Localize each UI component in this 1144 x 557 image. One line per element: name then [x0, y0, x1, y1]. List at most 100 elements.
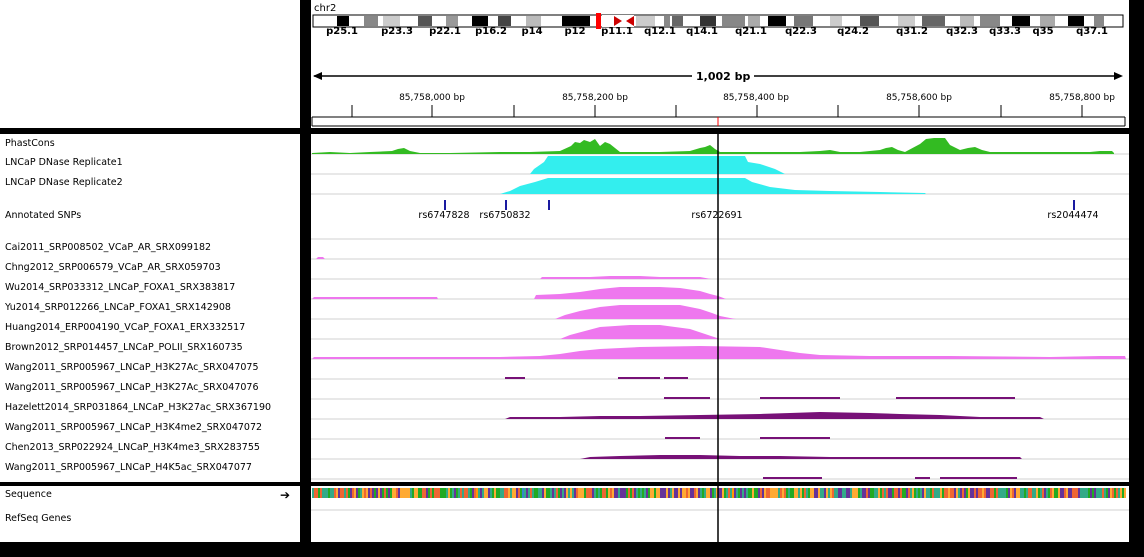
- sequence-base: [924, 488, 926, 498]
- sequence-base: [466, 488, 468, 498]
- sequence-base: [330, 488, 332, 498]
- sequence-base: [548, 488, 550, 498]
- sequence-base: [674, 488, 676, 498]
- sequence-base: [588, 488, 590, 498]
- histone-track-signal: [664, 397, 710, 399]
- sequence-base: [956, 488, 958, 498]
- sequence-base: [640, 488, 642, 498]
- sequence-base: [1058, 488, 1060, 498]
- sequence-base: [580, 488, 582, 498]
- track-label[interactable]: Yu2014_SRP012266_LNCaP_FOXA1_SRX142908: [5, 302, 231, 313]
- sequence-base: [362, 488, 364, 498]
- sequence-base: [976, 488, 978, 498]
- sequence-base: [866, 488, 868, 498]
- vertical-scrollbar[interactable]: [1129, 0, 1144, 557]
- ideogram-band: [364, 16, 378, 26]
- sequence-base: [762, 488, 764, 498]
- sequence-base: [544, 488, 546, 498]
- track-label[interactable]: Chng2012_SRP006579_VCaP_AR_SRX059703: [5, 262, 221, 273]
- sequence-base: [472, 488, 474, 498]
- sequence-base: [644, 488, 646, 498]
- sequence-base: [964, 488, 966, 498]
- track-label-dnase-rep2[interactable]: LNCaP DNase Replicate2: [5, 177, 123, 188]
- sequence-base: [886, 488, 888, 498]
- track-label-sequence[interactable]: Sequence: [5, 489, 52, 500]
- snp-label[interactable]: rs6722691: [691, 210, 743, 221]
- sequence-base: [320, 488, 322, 498]
- track-label[interactable]: Brown2012_SRP014457_LNCaP_POLII_SRX16073…: [5, 342, 243, 353]
- track-label-phastcons[interactable]: PhastCons: [5, 138, 55, 149]
- sequence-base: [340, 488, 342, 498]
- ruler-tick-label: 85,758,800 bp: [1049, 93, 1115, 103]
- centromere-marker: [626, 16, 634, 26]
- track-label[interactable]: Hazelett2014_SRP031864_LNCaP_H3K27ac_SRX…: [5, 402, 272, 413]
- track-label[interactable]: Wu2014_SRP033312_LNCaP_FOXA1_SRX383817: [5, 282, 236, 293]
- ideogram-band: [768, 16, 786, 26]
- sequence-base: [556, 488, 558, 498]
- sequence-base: [702, 488, 704, 498]
- sequence-base: [1118, 488, 1120, 498]
- sequence-base: [1124, 488, 1126, 498]
- sequence-base: [1000, 488, 1002, 498]
- centromere-marker: [614, 16, 622, 26]
- sequence-base: [892, 488, 894, 498]
- track-label[interactable]: Huang2014_ERP004190_VCaP_FOXA1_ERX332517: [5, 322, 246, 333]
- histone-track-signal: [505, 377, 525, 379]
- sequence-base: [940, 488, 942, 498]
- sequence-base: [890, 488, 892, 498]
- sequence-base: [884, 488, 886, 498]
- sequence-base: [462, 488, 464, 498]
- sequence-base: [514, 488, 516, 498]
- sequence-base: [1076, 488, 1078, 498]
- sequence-base: [706, 488, 708, 498]
- track-label[interactable]: Chen2013_SRP022924_LNCaP_H3K4me3_SRX2837…: [5, 442, 260, 453]
- sequence-base: [384, 488, 386, 498]
- sequence-base: [634, 488, 636, 498]
- sequence-base: [1038, 488, 1040, 498]
- sequence-base: [704, 488, 706, 498]
- snp-label[interactable]: rs6747828: [418, 210, 470, 221]
- strand-arrow-icon[interactable]: ➔: [280, 488, 291, 502]
- snp-label[interactable]: rs2044474: [1047, 210, 1099, 221]
- track-label[interactable]: Cai2011_SRP008502_VCaP_AR_SRX099182: [5, 242, 212, 253]
- snp-label[interactable]: rs6750832: [479, 210, 531, 221]
- sequence-base: [1122, 488, 1124, 498]
- sequence-base: [812, 488, 814, 498]
- track-label[interactable]: Wang2011_SRP005967_LNCaP_H3K27Ac_SRX0470…: [5, 382, 259, 393]
- track-label[interactable]: Wang2011_SRP005967_LNCaP_H3K4me2_SRX0470…: [5, 422, 263, 433]
- chip-track-signal: [560, 325, 720, 339]
- track-label-refseq[interactable]: RefSeq Genes: [5, 513, 72, 524]
- sequence-base: [452, 488, 454, 498]
- band-label: q31.2: [896, 26, 928, 37]
- sequence-base: [1084, 488, 1086, 498]
- span-arrow-left: [313, 72, 322, 80]
- sequence-base: [994, 488, 996, 498]
- sequence-base: [870, 488, 872, 498]
- track-label[interactable]: Wang2011_SRP005967_LNCaP_H4K5ac_SRX04707…: [5, 462, 252, 473]
- sequence-base: [402, 488, 404, 498]
- track-label[interactable]: Wang2011_SRP005967_LNCaP_H3K27Ac_SRX0470…: [5, 362, 259, 373]
- sequence-base: [1034, 488, 1036, 498]
- sequence-base: [1030, 488, 1032, 498]
- sequence-base: [678, 488, 680, 498]
- sequence-base: [900, 488, 902, 498]
- track-label-snps[interactable]: Annotated SNPs: [5, 210, 82, 221]
- sequence-base: [512, 488, 514, 498]
- sequence-base: [344, 488, 346, 498]
- sequence-base: [1106, 488, 1108, 498]
- sequence-base: [920, 488, 922, 498]
- sequence-base: [364, 488, 366, 498]
- sequence-base: [494, 488, 496, 498]
- sequence-base: [316, 488, 318, 498]
- sequence-base: [376, 488, 378, 498]
- track-label-dnase-rep1[interactable]: LNCaP DNase Replicate1: [5, 157, 123, 168]
- sequence-base: [1068, 488, 1070, 498]
- band-label: q35: [1032, 26, 1054, 37]
- sequence-base: [668, 488, 670, 498]
- sequence-base: [808, 488, 810, 498]
- sequence-base: [552, 488, 554, 498]
- sequence-base: [600, 488, 602, 498]
- sequence-base: [444, 488, 446, 498]
- sequence-base: [880, 488, 882, 498]
- sequence-base: [1120, 488, 1122, 498]
